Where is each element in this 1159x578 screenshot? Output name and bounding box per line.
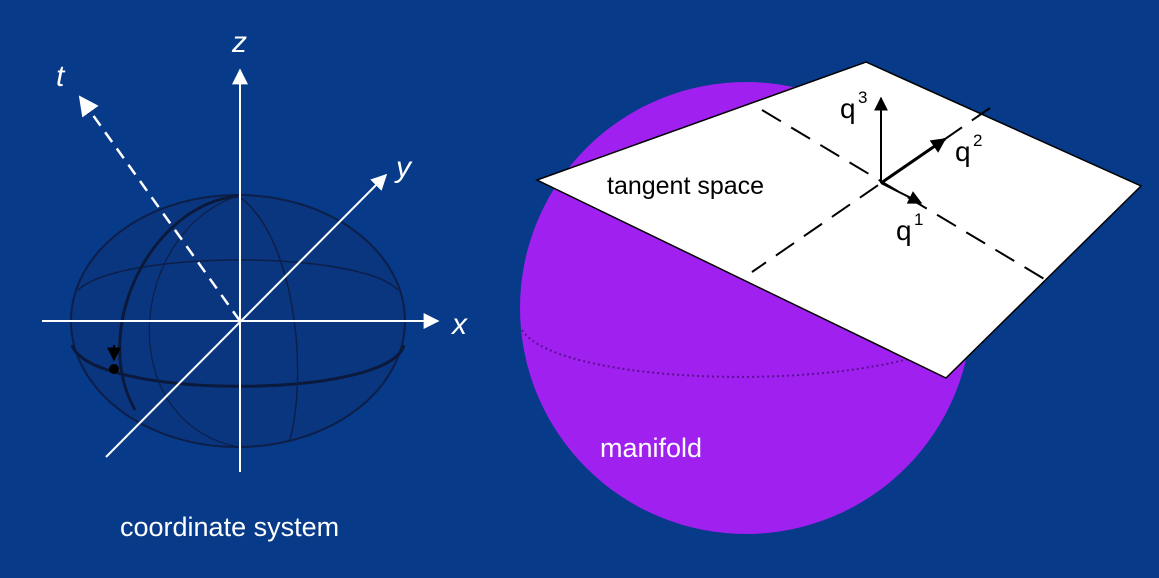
x-axis-label: x bbox=[450, 308, 468, 341]
curve-point bbox=[109, 364, 119, 374]
tangent-plane bbox=[535, 61, 1143, 379]
plane-gridline-1 bbox=[761, 109, 1047, 281]
q3-label: q bbox=[840, 93, 856, 124]
coordinate-system-caption: coordinate system bbox=[120, 512, 339, 542]
q1-label: q bbox=[896, 215, 912, 246]
q1-vector bbox=[880, 182, 923, 204]
y-axis-label: y bbox=[394, 151, 413, 184]
manifold-diagram: manifold tangent space q 3 q 2 q 1 bbox=[520, 61, 1143, 534]
tangent-space-label: tangent space bbox=[607, 172, 764, 200]
q2-label: q bbox=[955, 136, 971, 167]
q2-superscript: 2 bbox=[973, 131, 982, 150]
q1-superscript: 1 bbox=[914, 210, 923, 229]
q3-superscript: 3 bbox=[858, 88, 867, 107]
plane-gridline-2 bbox=[751, 107, 991, 273]
y-axis bbox=[105, 173, 388, 458]
ellipsoid-meridian-1 bbox=[118, 194, 239, 411]
manifold-label: manifold bbox=[600, 433, 702, 463]
ellipsoid-meridian-2 bbox=[237, 195, 299, 441]
t-axis-label: t bbox=[56, 60, 66, 93]
coordinate-system-diagram: z x y t coordinate system bbox=[42, 26, 468, 542]
z-axis-label: z bbox=[231, 26, 247, 59]
ellipsoid-meridian-3 bbox=[148, 195, 239, 448]
q2-vector bbox=[880, 137, 947, 185]
t-axis bbox=[78, 95, 242, 322]
